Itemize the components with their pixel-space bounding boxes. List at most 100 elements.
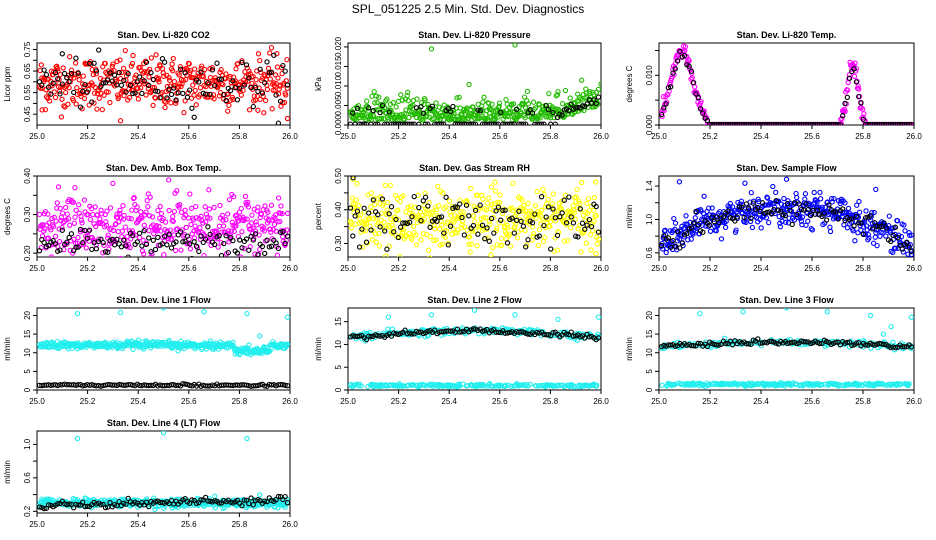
y-tick-label: 0	[23, 387, 32, 392]
data-point-main	[207, 338, 214, 344]
data-point-main	[505, 224, 511, 231]
data-point-main	[245, 126, 249, 130]
data-point-main	[349, 225, 355, 231]
data-point-black	[704, 343, 711, 350]
data-point-black	[459, 329, 465, 335]
data-point-main	[279, 70, 285, 77]
data-point-black	[221, 91, 227, 98]
data-point-main	[406, 114, 412, 121]
data-point-black	[59, 81, 65, 87]
data-point-black	[368, 334, 374, 340]
chart-title: Stan. Dev. Li-820 Pressure	[418, 30, 530, 40]
data-point-main	[827, 224, 833, 230]
data-point-main	[592, 179, 599, 185]
x-tick-label: 25.0	[651, 397, 667, 406]
data-point-black	[61, 70, 68, 77]
data-point-main	[258, 211, 265, 218]
x-tick-label: 25.6	[804, 397, 820, 406]
data-point-main	[165, 96, 171, 102]
data-point-main	[223, 266, 227, 270]
data-point-main	[126, 215, 132, 221]
data-point-main	[364, 240, 370, 246]
data-point-main	[226, 196, 233, 203]
data-point-black	[266, 244, 272, 250]
x-tick-label: 26.0	[906, 264, 922, 273]
data-point-black	[191, 239, 197, 245]
data-point-main	[70, 97, 76, 104]
data-point-main	[216, 223, 223, 229]
data-point-main	[886, 213, 892, 219]
data-point-main	[75, 234, 81, 241]
data-point-main	[883, 233, 889, 239]
data-point-main	[255, 51, 262, 57]
data-point-black	[259, 243, 266, 250]
data-point-black	[883, 225, 889, 231]
data-point-black	[123, 89, 129, 95]
data-point-black	[66, 234, 72, 241]
data-point-main	[577, 200, 583, 207]
data-point-main	[160, 70, 166, 76]
y-tick-label: 5	[645, 369, 654, 374]
data-point-black	[182, 381, 188, 387]
x-tick-label: 25.8	[232, 264, 248, 273]
data-point-black	[488, 215, 495, 222]
data-point-main	[230, 193, 237, 200]
y-tick-label: 0.40	[334, 201, 343, 217]
x-tick-label: 25.2	[702, 264, 718, 273]
data-point-main	[748, 218, 754, 225]
y-tick-label: 0.30	[23, 206, 32, 222]
data-point-main	[353, 221, 359, 227]
data-point-black	[438, 214, 445, 220]
data-point-main	[758, 343, 764, 349]
data-point-main	[827, 228, 834, 235]
data-point-black	[75, 70, 81, 76]
data-point-main	[117, 57, 123, 63]
x-tick-label: 25.0	[340, 264, 356, 273]
data-point-black	[557, 214, 563, 220]
data-point-main	[862, 231, 869, 238]
data-point-black	[764, 209, 770, 216]
data-point-main	[527, 381, 534, 388]
data-point-black	[529, 220, 536, 226]
data-point-main	[571, 210, 577, 216]
data-point-black	[584, 222, 590, 228]
data-point-main	[417, 110, 424, 116]
data-point-black	[262, 383, 268, 389]
data-point-main	[204, 235, 210, 241]
data-point-black	[255, 382, 261, 389]
data-point-black	[207, 91, 213, 98]
data-point-main	[392, 214, 398, 220]
data-point-main	[253, 219, 259, 225]
data-point-main	[215, 244, 221, 250]
data-point-black	[409, 331, 415, 337]
data-point-main	[154, 66, 160, 72]
outlier-point	[783, 176, 790, 182]
outlier-point	[908, 314, 914, 320]
data-point-black	[748, 215, 754, 221]
data-point-main	[853, 65, 859, 72]
data-point-main	[593, 212, 599, 219]
data-point-main	[147, 194, 153, 200]
chart-title: Stan. Dev. Li-820 Temp.	[737, 30, 837, 40]
data-point-black	[447, 328, 454, 334]
data-point-main	[574, 337, 580, 344]
data-point-main	[62, 89, 69, 96]
data-point-main	[476, 207, 482, 213]
data-point-black	[168, 91, 175, 98]
data-point-black	[668, 342, 674, 348]
outlier-point	[385, 314, 392, 320]
data-point-main	[246, 342, 252, 348]
y-tick-label: 5	[334, 364, 343, 369]
data-point-main	[718, 236, 725, 242]
data-point-main	[520, 100, 526, 107]
data-point-black	[860, 231, 866, 238]
data-point-main	[458, 209, 464, 215]
data-point-main	[861, 219, 867, 226]
data-point-main	[541, 109, 547, 115]
x-tick-label: 25.6	[804, 132, 820, 141]
data-point-main	[802, 196, 808, 202]
data-point-black	[520, 121, 527, 125]
data-point-main	[94, 106, 100, 112]
x-tick-label: 25.8	[543, 264, 559, 273]
